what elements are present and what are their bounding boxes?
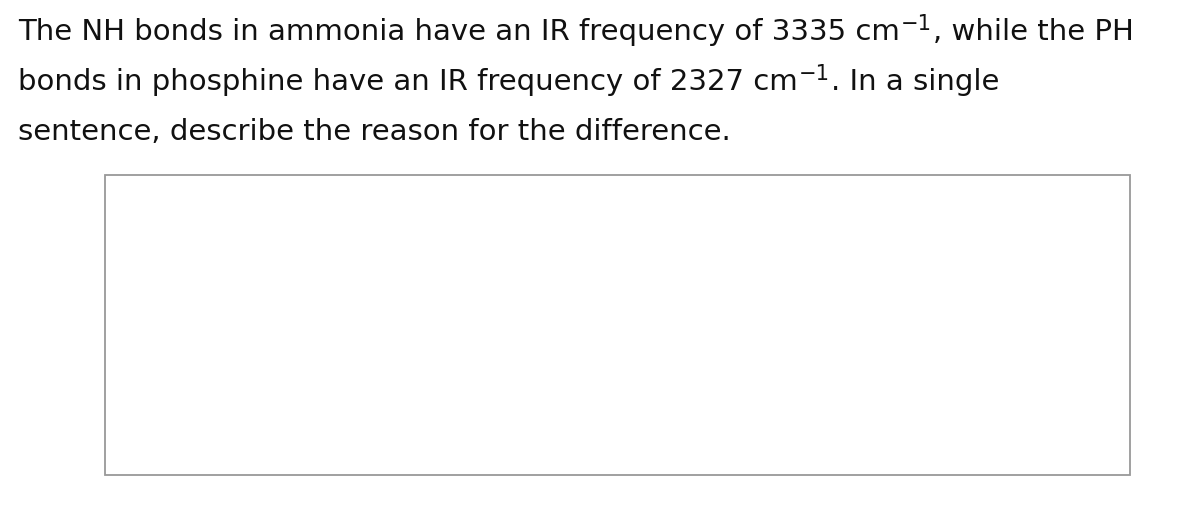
Text: , while the PH: , while the PH bbox=[934, 18, 1134, 46]
Text: −1: −1 bbox=[901, 14, 932, 34]
Text: −1: −1 bbox=[799, 64, 830, 84]
Text: bonds in phosphine have an IR frequency of 2327 cm: bonds in phosphine have an IR frequency … bbox=[18, 68, 798, 96]
Text: The NH bonds in ammonia have an IR frequency of 3335 cm: The NH bonds in ammonia have an IR frequ… bbox=[18, 18, 900, 46]
Text: sentence, describe the reason for the difference.: sentence, describe the reason for the di… bbox=[18, 118, 731, 146]
Text: . In a single: . In a single bbox=[830, 68, 1000, 96]
